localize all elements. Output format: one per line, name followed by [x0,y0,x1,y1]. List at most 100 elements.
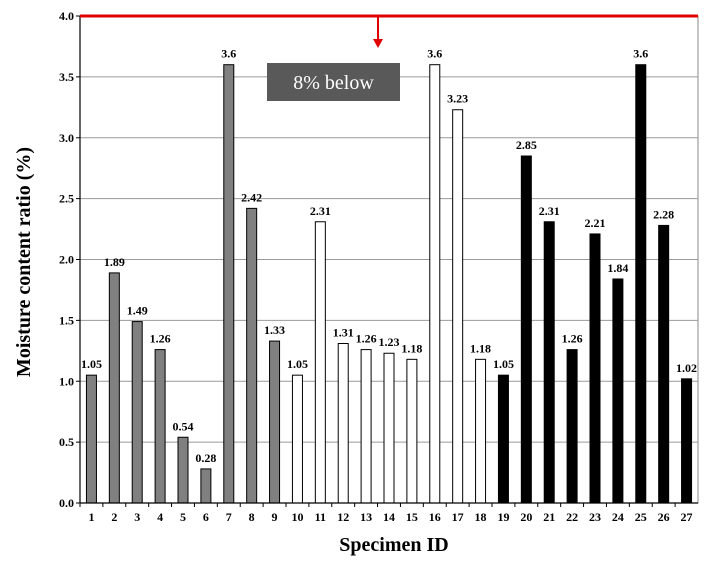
annotation-box [267,63,400,101]
bar-specimen-24 [612,278,624,504]
x-tick-label: 8 [249,510,255,524]
x-tick-label: 20 [520,510,532,524]
x-tick-label: 9 [272,510,278,524]
bar-specimen-25 [635,64,647,504]
data-label: 3.6 [633,47,648,61]
data-labels: 1.051.891.491.260.540.283.62.421.331.052… [81,47,697,465]
x-tick-label: 19 [497,510,509,524]
data-label: 1.49 [127,304,148,318]
x-tick-label: 26 [658,510,670,524]
data-label: 1.26 [562,332,583,346]
y-tick-label: 4.0 [59,9,74,23]
x-tick-label: 13 [360,510,372,524]
bar-specimen-17 [452,109,464,504]
y-tick-label: 1.5 [59,313,74,327]
x-tick-label: 11 [315,510,326,524]
x-tick-label: 15 [406,510,418,524]
bar-specimen-18 [475,358,487,504]
data-label: 1.33 [264,323,285,337]
bar-specimen-11 [314,221,326,504]
bar-specimen-12 [337,343,349,504]
data-label: 1.84 [607,261,628,275]
bar-specimen-10 [291,374,303,504]
bar-specimen-9 [269,340,281,504]
data-label: 1.26 [150,332,171,346]
x-tick-label: 14 [383,510,395,524]
data-label: 1.02 [676,361,697,375]
x-tick-label: 3 [134,510,140,524]
data-label: 1.05 [287,357,308,371]
x-axis-title: Specimen ID [339,534,448,556]
bar-specimen-2 [108,272,120,504]
data-label: 2.21 [585,216,606,230]
bar-specimen-15 [406,358,418,504]
y-tick-label: 2.0 [59,253,74,267]
data-label: 2.31 [539,204,560,218]
bar-specimen-19 [497,374,509,504]
bar-specimen-6 [200,468,212,504]
data-label: 1.26 [356,332,377,346]
data-label: 1.89 [104,255,125,269]
data-label: 2.42 [241,190,262,204]
bar-specimen-1 [85,374,97,504]
x-tick-label: 7 [226,510,232,524]
arrow-head-icon [373,39,383,48]
bar-specimen-7 [223,64,235,504]
annotation-text: 8% below [293,72,374,94]
bar-specimen-4 [154,349,166,504]
bar-specimen-22 [566,349,578,504]
data-label: 1.31 [333,326,354,340]
bar-specimen-3 [131,321,143,504]
x-tick-label: 25 [635,510,647,524]
x-tick-label: 17 [452,510,464,524]
bar-specimen-26 [658,224,670,504]
x-tick-label: 16 [429,510,441,524]
data-label: 3.6 [221,47,236,61]
bar-specimen-20 [520,155,532,504]
y-tick-label: 2.5 [59,192,74,206]
x-tick-label: 12 [337,510,349,524]
bars [85,64,693,504]
x-tick-label: 18 [475,510,487,524]
bar-specimen-21 [543,221,555,504]
x-tick-label: 2 [111,510,117,524]
bar-specimen-27 [681,378,693,504]
data-label: 1.18 [470,341,491,355]
y-tick-label: 1.0 [59,374,74,388]
reference-layer: 8% below [80,14,698,101]
y-tick-label: 3.0 [59,131,74,145]
y-tick-label: 3.5 [59,70,74,84]
data-label: 1.23 [379,335,400,349]
x-tick-label: 10 [291,510,303,524]
x-tick-label: 27 [681,510,693,524]
bar-specimen-5 [177,436,189,504]
x-tick-label: 4 [157,510,163,524]
x-tick-label: 1 [88,510,94,524]
data-label: 1.05 [493,357,514,371]
x-tick-label: 5 [180,510,186,524]
x-tick-label: 22 [566,510,578,524]
data-label: 0.28 [195,451,216,465]
bar-specimen-16 [429,64,441,504]
data-label: 3.6 [427,47,442,61]
data-label: 2.31 [310,204,331,218]
bar-specimen-13 [360,349,372,504]
x-tick-label: 6 [203,510,209,524]
data-label: 3.23 [447,92,468,106]
x-tick-label: 24 [612,510,624,524]
y-tick-label: 0.5 [59,435,74,449]
x-tick-label: 23 [589,510,601,524]
x-tick-label: 21 [543,510,555,524]
data-label: 2.85 [516,138,537,152]
y-tick-label: 0.0 [59,496,74,510]
data-label: 0.54 [173,419,194,433]
data-label: 1.05 [81,357,102,371]
bar-specimen-23 [589,233,601,504]
y-axis-title: Moisture content ratio (%) [13,147,35,377]
bar-specimen-8 [246,207,258,504]
axes: 0.00.51.01.52.02.53.03.54.01 2 3 4 5 6 7 8 9 10 11… [59,9,698,524]
data-label: 1.18 [401,341,422,355]
data-label: 2.28 [653,207,674,221]
